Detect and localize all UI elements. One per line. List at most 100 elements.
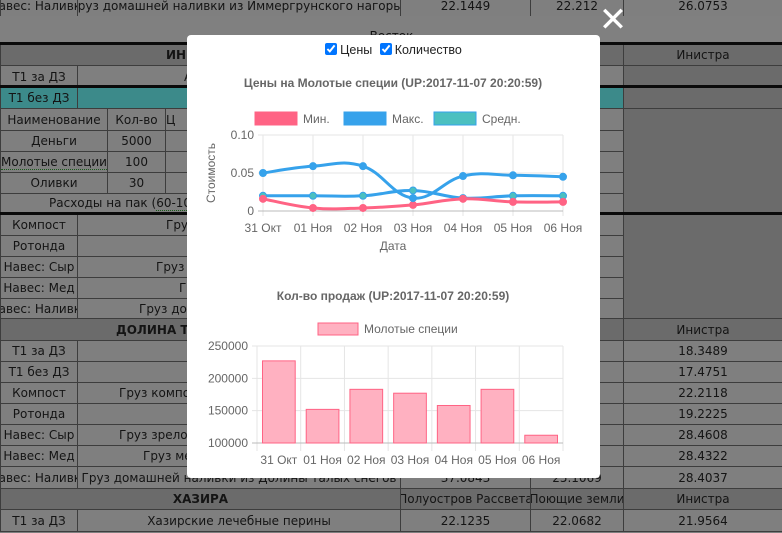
table-cell: Компост — [0, 382, 78, 404]
table-cell: 18.3489 — [623, 340, 782, 362]
table-cell: 100 — [107, 151, 166, 173]
table-cell: Навес: Наливка — [0, 466, 78, 489]
cell-text: 26.0753 — [678, 0, 728, 13]
table-cell: Ротонда — [0, 235, 78, 257]
toggle-prices[interactable]: Цены — [325, 43, 372, 57]
empty-cell — [623, 108, 782, 213]
table-cell: 28.4608 — [623, 424, 782, 446]
data-point — [259, 169, 267, 177]
bar — [480, 388, 515, 444]
table-cell: Навес: Наливка — [0, 298, 78, 319]
table-cell: 22.1235 — [400, 509, 531, 532]
x-tick-label: 31 Окт — [245, 221, 282, 235]
data-point — [259, 194, 267, 203]
legend-swatch — [433, 111, 477, 126]
cell-text: 30 — [128, 176, 145, 190]
cell-text: Деньги — [31, 134, 77, 148]
cell-text: Компост — [12, 218, 66, 232]
cell-text: Навес: Мед — [3, 281, 75, 295]
data-point — [459, 172, 467, 181]
cell-text: 5000 — [121, 134, 152, 148]
table-cell: Навес: Наливка — [0, 0, 78, 17]
item-link[interactable]: Молотые специи — [1, 154, 107, 170]
cell-text: 21.9564 — [678, 513, 728, 528]
cell-text: Груз компо — [119, 386, 191, 400]
legend-swatch — [254, 111, 298, 126]
x-tick-label: 03 Ноя — [394, 221, 433, 235]
x-tick-label: 04 Ноя — [434, 453, 473, 467]
cell-text: Груз домашней наливки из Иммергрунского … — [77, 0, 401, 13]
cell-text: Поющие земли — [530, 492, 624, 506]
close-x-icon[interactable]: ✕ — [598, 0, 628, 40]
x-tick-label: 03 Ноя — [391, 453, 430, 467]
table-cell: 17.4751 — [623, 361, 782, 383]
table-cell: 5000 — [107, 130, 166, 152]
x-tick-label: 05 Ноя — [494, 221, 533, 235]
cell-text: Груз з — [156, 260, 195, 274]
table-cell: Наименование — [0, 108, 108, 131]
x-tick-label: 01 Ноя — [294, 221, 333, 235]
table-cell: Полуостров Рассвета — [400, 488, 531, 510]
cell-text: Навес: Наливка — [0, 470, 77, 485]
price-line-chart: Цены на Молотые специи (UP:2017-11-07 20… — [204, 76, 582, 253]
cell-text: 28.4322 — [678, 449, 728, 463]
y-tick-label: 0.10 — [231, 128, 255, 142]
data-point — [359, 162, 367, 171]
bar — [349, 388, 384, 444]
bar — [436, 404, 471, 444]
table-cell: Навес: Сыр — [0, 424, 78, 446]
data-point — [359, 203, 367, 212]
y-axis-label: Стоимость — [204, 143, 218, 203]
cell-text: Т1 за ДЗ — [12, 69, 66, 84]
cell-text: 19.2225 — [678, 407, 728, 421]
sales-bar-chart: Кол-во продаж (UP:2017-11-07 20:20:59) Мо… — [208, 289, 564, 467]
bar — [524, 434, 558, 444]
table-cell: 19.2225 — [623, 403, 782, 425]
legend-swatch — [317, 322, 359, 336]
table-cell: Инистра — [623, 318, 782, 341]
legend-label: Молотые специи — [364, 322, 458, 336]
cell-text: Т1 за ДЗ — [12, 344, 66, 358]
table-cell: Т1 без ДЗ — [0, 361, 78, 383]
y-tick-label: 0 — [247, 204, 254, 218]
table-cell: Инистра — [623, 488, 782, 510]
table-cell: Т1 за ДЗ — [0, 340, 78, 362]
cell-text: 17.4751 — [678, 365, 728, 379]
cell-text: 22.0682 — [552, 513, 602, 528]
x-tick-label: 04 Ноя — [444, 221, 483, 235]
cell-text: 28.4608 — [678, 428, 728, 442]
cell-text: Оливки — [30, 176, 78, 190]
cell-text: Ротонда — [12, 407, 66, 421]
cell-text: Т1 за ДЗ — [12, 513, 66, 528]
expense-label: Расходы на пак ( — [49, 196, 157, 210]
cell-text: Полуостров Рассвета — [400, 492, 531, 506]
data-point — [559, 197, 567, 206]
cell-text: Навес: Наливка — [0, 301, 77, 316]
x-tick-label: 01 Ноя — [303, 453, 342, 467]
cell-text: Ротонда — [12, 239, 66, 253]
cell-text: Навес: Наливка — [0, 0, 77, 13]
cell-text: 22.212 — [556, 0, 598, 13]
data-point — [509, 197, 517, 206]
y-tick-label: 200000 — [208, 371, 248, 385]
table-cell: Инистра — [623, 44, 782, 66]
quantity-checkbox[interactable] — [379, 43, 392, 55]
toggle-quantity[interactable]: Количество — [379, 43, 462, 57]
prices-checkbox[interactable] — [325, 43, 338, 55]
x-tick-label: 05 Ноя — [478, 453, 517, 467]
data-point — [559, 172, 567, 181]
cell-text: 100 — [125, 155, 148, 169]
data-point — [359, 191, 367, 200]
chart-modal: Цены Количество Цены на Молотые специи (… — [187, 35, 600, 478]
table-cell: Оливки — [0, 172, 108, 194]
cell-text: Ц — [166, 112, 176, 127]
data-point — [309, 162, 317, 171]
cell-text: Инистра — [676, 322, 730, 337]
data-point — [459, 194, 467, 203]
data-point — [309, 203, 317, 212]
y-tick-label: 250000 — [208, 339, 248, 353]
cell-text: ДОЛИНА ТА — [116, 322, 198, 337]
table-cell — [623, 87, 782, 109]
table-cell: Молотые специи — [0, 151, 108, 173]
table-cell: 28.4037 — [623, 466, 782, 489]
